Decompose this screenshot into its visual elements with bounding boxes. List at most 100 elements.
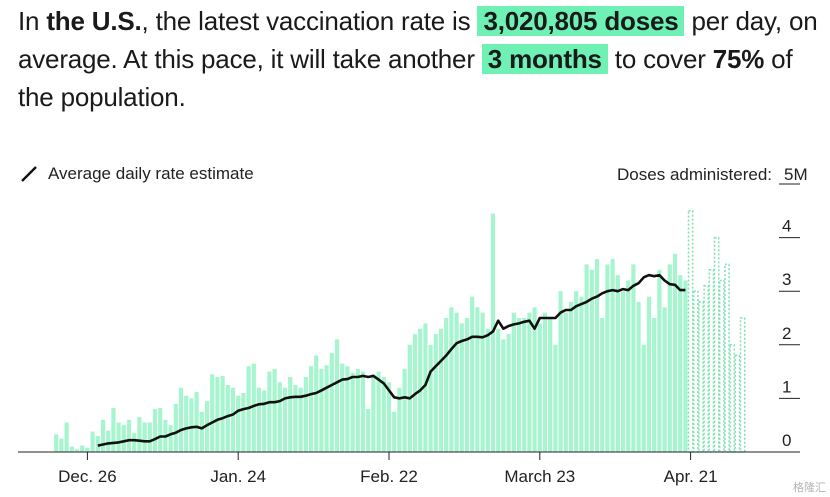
- bar: [74, 449, 80, 452]
- headline-text: , the latest vaccination rate is: [141, 6, 478, 36]
- bar: [360, 371, 366, 452]
- bar: [230, 387, 236, 452]
- bar: [718, 279, 725, 453]
- bar: [158, 408, 163, 452]
- bar: [683, 280, 688, 452]
- bar: [298, 387, 303, 452]
- bar: [475, 307, 480, 452]
- bar: [428, 344, 433, 452]
- legend-line-icon: [21, 166, 37, 182]
- bar: [527, 312, 532, 452]
- y-unit-label: 5M: [784, 165, 808, 184]
- bar: [620, 291, 626, 452]
- bar: [262, 390, 267, 452]
- bar: [324, 365, 329, 452]
- bar-series: [54, 210, 746, 453]
- bar: [282, 387, 288, 452]
- bar: [672, 253, 678, 452]
- bar: [220, 375, 225, 452]
- bar: [558, 291, 563, 452]
- bar: [241, 393, 246, 452]
- bar: [69, 446, 74, 452]
- y-tick-label: 3: [782, 270, 791, 289]
- y-tick-label: 2: [782, 324, 791, 343]
- bar: [329, 352, 334, 452]
- headline-text: In: [18, 6, 47, 36]
- bar: [272, 368, 277, 452]
- bar: [667, 264, 672, 452]
- bar: [314, 355, 319, 452]
- bar: [168, 425, 173, 452]
- bar: [563, 312, 568, 452]
- bar: [293, 385, 298, 452]
- bar: [553, 344, 558, 452]
- bar: [480, 312, 485, 452]
- bar: [137, 417, 142, 452]
- bar: [734, 354, 741, 453]
- bar: [703, 285, 710, 453]
- x-tick-label: March 23: [504, 467, 575, 486]
- bar: [376, 371, 381, 452]
- bar: [85, 447, 90, 452]
- bar: [584, 264, 589, 452]
- bar: [371, 374, 376, 452]
- bar: [386, 382, 392, 452]
- x-axis: Dec. 26 Jan. 24 Feb. 22 March 23 Apr. 21: [58, 452, 718, 486]
- bar: [542, 312, 548, 452]
- bar: [729, 344, 736, 453]
- bar: [739, 317, 746, 453]
- average-line: [97, 273, 686, 447]
- bar: [438, 328, 444, 452]
- bar: [397, 387, 402, 452]
- bar: [308, 366, 314, 452]
- bar: [548, 318, 553, 452]
- bar: [537, 323, 542, 452]
- bar: [631, 264, 636, 452]
- y-tick-label: 0: [782, 431, 791, 450]
- bar: [147, 422, 152, 452]
- headline-text: to cover: [607, 44, 713, 74]
- bar: [288, 377, 293, 452]
- bar: [178, 387, 184, 452]
- bar: [256, 387, 262, 452]
- bar: [340, 363, 345, 452]
- watermark: 格隆汇: [793, 482, 826, 494]
- legend-label: Average daily rate estimate: [48, 164, 254, 183]
- headline-percent: 75%: [712, 44, 765, 74]
- bar: [687, 210, 694, 453]
- bar: [516, 318, 522, 452]
- bar: [641, 344, 646, 452]
- bar: [173, 403, 178, 452]
- bar: [444, 318, 449, 452]
- bar: [319, 368, 324, 452]
- bar: [470, 296, 475, 452]
- bar: [724, 263, 730, 453]
- bar: [126, 419, 132, 452]
- bar: [116, 422, 121, 452]
- bar: [423, 323, 428, 452]
- bar: [615, 275, 620, 452]
- y-axis: 0 1 2 3 4: [779, 217, 800, 450]
- x-tick-label: Apr. 21: [664, 467, 718, 486]
- bar: [80, 445, 85, 452]
- bar: [506, 334, 511, 452]
- bar: [303, 377, 308, 452]
- bar: [111, 408, 116, 452]
- bar: [64, 422, 69, 452]
- bar: [189, 398, 194, 452]
- bar: [350, 372, 355, 452]
- bar: [698, 301, 704, 453]
- bar: [199, 411, 204, 452]
- bar: [522, 318, 527, 452]
- bar: [594, 259, 600, 452]
- bar: [95, 435, 100, 452]
- bar: [511, 312, 516, 452]
- bar: [59, 438, 64, 452]
- x-tick-label: Dec. 26: [58, 467, 117, 486]
- y-tick-label: 1: [782, 377, 791, 396]
- bar: [589, 269, 594, 452]
- bar: [636, 301, 641, 452]
- bar: [251, 363, 256, 452]
- vaccination-chart: 0 1 2 3 4 Dec. 26 Jan. 24 Feb. 22 March 23 Apr. …: [18, 164, 808, 486]
- bar: [459, 323, 464, 452]
